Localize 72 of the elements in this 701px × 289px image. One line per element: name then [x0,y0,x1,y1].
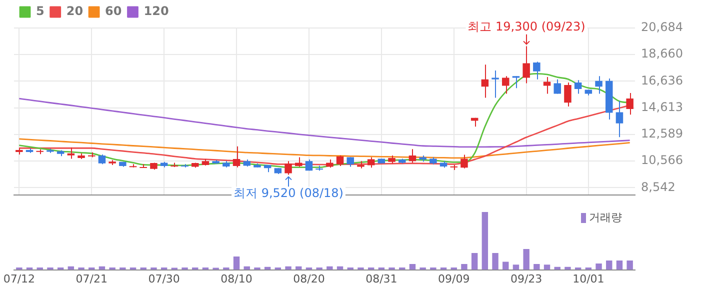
bar [316,267,322,270]
bar [120,267,126,270]
y-tick-label: 10,566 [641,153,683,168]
bar [534,264,540,270]
candlestick [626,92,634,116]
x-tick-label: 08/31 [366,272,398,286]
bar [461,264,468,270]
bar [109,267,116,270]
bar [47,267,54,270]
legend-label: 60 [105,4,122,18]
y-tick-label: 14,613 [641,100,683,114]
bar [482,212,488,270]
candlestick [357,160,364,169]
y-tick-label: 18,660 [641,46,683,61]
x-tick-label: 07/30 [148,272,180,286]
bar [502,262,509,270]
bar [420,267,426,270]
y-tick-label: 20,684 [641,20,683,34]
legend-label: 5 [36,4,44,18]
bar [150,267,157,270]
bar [285,266,292,270]
candlestick [150,162,158,170]
candlestick [512,76,520,89]
bar [512,264,520,270]
bar [616,260,623,270]
y-tick-label: 12,589 [641,126,683,141]
legend-label: 20 [66,4,84,18]
y-tick-label: 16,636 [641,73,683,88]
bar [358,267,364,270]
bar [564,266,571,270]
bar [182,267,188,270]
bar [606,260,612,270]
candlestick [254,163,261,168]
candlestick [388,154,396,164]
bar [223,267,230,270]
candlestick [78,152,85,160]
bar [388,267,395,270]
annotation: 최고 19,300 (09/23) [468,19,586,34]
y-tick-label: 8,542 [641,180,676,194]
candlestick [419,154,426,162]
candlestick [212,160,220,164]
candlestick [543,76,551,94]
bar [471,253,478,270]
bar [233,256,240,270]
candlestick [533,61,540,80]
x-tick-label: 08/20 [293,272,325,286]
bar [492,253,498,270]
line-series [18,98,631,148]
candlestick [584,89,592,96]
bar [16,267,22,270]
bar [596,263,602,270]
bar [523,248,530,270]
bar [430,267,436,270]
x-tick-label: 08/10 [220,272,252,286]
bar [409,264,416,270]
legend-label: 거래량 [589,210,622,224]
candlestick [46,148,54,154]
x-tick-label: 07/12 [3,272,36,286]
bar [326,266,333,270]
x-tick-label: 09/09 [438,272,470,286]
x-tick-label: 10/01 [572,272,604,286]
bar [544,264,550,270]
legend-label: 120 [144,4,169,18]
candlestick [222,160,230,168]
bar [254,267,260,270]
bar [78,267,84,270]
x-tick-label: 07/21 [76,272,108,286]
candlestick [108,160,116,166]
candlestick [326,159,334,168]
bar [626,260,633,270]
annotation: 최저 9,520 (08/18) [234,186,344,200]
x-tick-label: 09/23 [510,272,542,286]
